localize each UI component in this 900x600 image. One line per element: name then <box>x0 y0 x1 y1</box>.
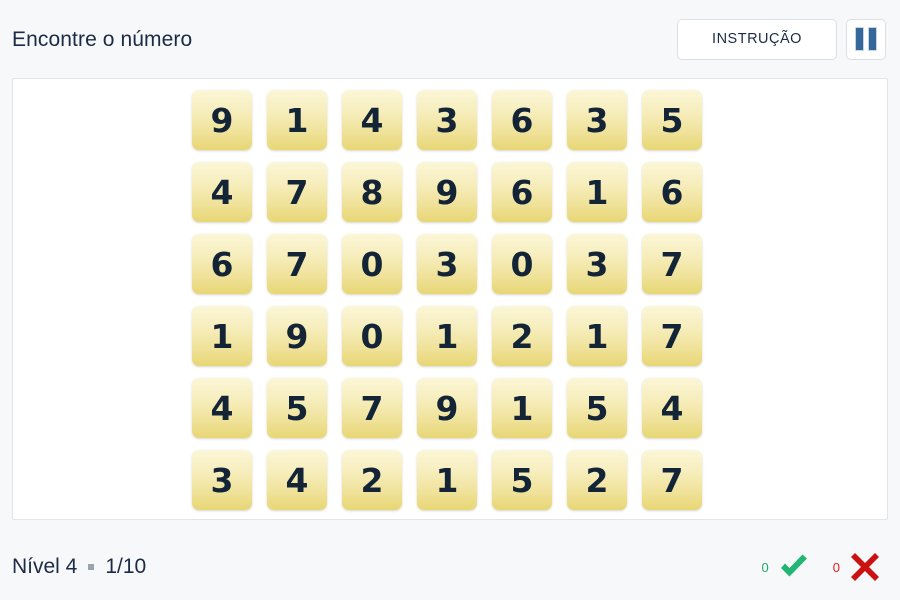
number-tile[interactable]: 0 <box>342 306 402 366</box>
number-tile[interactable]: 5 <box>267 378 327 438</box>
number-tile[interactable]: 3 <box>567 90 627 150</box>
pause-icon-bar-right <box>868 27 877 51</box>
number-tile[interactable]: 5 <box>567 378 627 438</box>
footer-status: Nível 4 1/10 <box>12 555 762 579</box>
number-tile[interactable]: 4 <box>642 378 702 438</box>
number-tile[interactable]: 7 <box>642 234 702 294</box>
score-correct: 0 <box>762 550 811 584</box>
number-tile[interactable]: 1 <box>567 306 627 366</box>
number-tile[interactable]: 1 <box>492 378 552 438</box>
number-tile[interactable]: 9 <box>192 90 252 150</box>
number-tile[interactable]: 1 <box>267 90 327 150</box>
score-wrong: 0 <box>833 550 882 584</box>
number-tile[interactable]: 6 <box>192 234 252 294</box>
number-tile[interactable]: 0 <box>342 234 402 294</box>
number-tile[interactable]: 3 <box>417 234 477 294</box>
header-actions: INSTRUÇÃO <box>677 18 886 60</box>
level-label: Nível 4 <box>12 555 78 578</box>
number-tile[interactable]: 4 <box>267 450 327 510</box>
correct-count: 0 <box>761 559 769 575</box>
page-title: Encontre o número <box>12 27 193 51</box>
number-tile[interactable]: 1 <box>417 306 477 366</box>
number-tile[interactable]: 6 <box>492 90 552 150</box>
number-tile[interactable]: 5 <box>642 90 702 150</box>
number-tile[interactable]: 1 <box>567 162 627 222</box>
progress-label: 1/10 <box>105 555 147 578</box>
number-tile[interactable]: 9 <box>267 306 327 366</box>
number-tile[interactable]: 4 <box>192 378 252 438</box>
number-tile[interactable]: 2 <box>492 306 552 366</box>
instruction-button[interactable]: INSTRUÇÃO <box>677 18 837 60</box>
number-tile[interactable]: 1 <box>192 306 252 366</box>
number-tile[interactable]: 3 <box>417 90 477 150</box>
number-tile[interactable]: 9 <box>417 378 477 438</box>
number-tile[interactable]: 4 <box>342 90 402 150</box>
pause-icon-bar-left <box>855 27 864 51</box>
number-tile[interactable]: 2 <box>567 450 627 510</box>
wrong-count: 0 <box>832 559 840 575</box>
number-tile[interactable]: 9 <box>417 162 477 222</box>
cross-icon <box>851 553 879 581</box>
number-tile[interactable]: 8 <box>342 162 402 222</box>
pause-button[interactable] <box>846 18 886 60</box>
number-tile[interactable]: 5 <box>492 450 552 510</box>
score-area: 0 0 <box>762 550 882 584</box>
number-tile[interactable]: 3 <box>192 450 252 510</box>
number-tile[interactable]: 7 <box>342 378 402 438</box>
check-icon <box>780 554 807 577</box>
number-tile[interactable]: 4 <box>192 162 252 222</box>
number-tile[interactable]: 7 <box>267 162 327 222</box>
number-tile[interactable]: 0 <box>492 234 552 294</box>
number-tile[interactable]: 6 <box>642 162 702 222</box>
separator-square-icon <box>88 564 95 570</box>
number-tile[interactable]: 3 <box>567 234 627 294</box>
app-footer: Nível 4 1/10 0 0 <box>0 534 900 600</box>
app-header: Encontre o número INSTRUÇÃO <box>0 0 900 78</box>
number-tile[interactable]: 6 <box>492 162 552 222</box>
number-tile[interactable]: 1 <box>417 450 477 510</box>
number-tile[interactable]: 7 <box>642 450 702 510</box>
number-tile[interactable]: 7 <box>267 234 327 294</box>
number-tile[interactable]: 7 <box>642 306 702 366</box>
number-tile[interactable]: 2 <box>342 450 402 510</box>
